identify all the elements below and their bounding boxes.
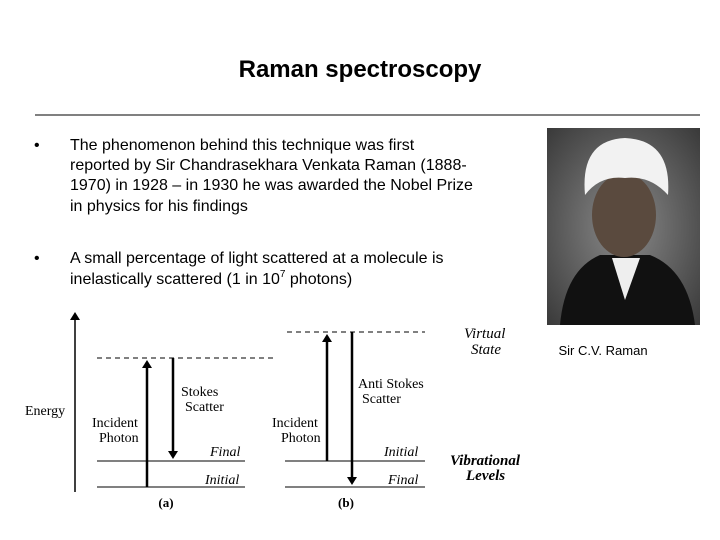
superscript: 7	[280, 269, 286, 280]
label: Incident	[272, 416, 318, 431]
panel-caption: (a)	[158, 495, 173, 510]
virtual-state-label: Virtual	[464, 326, 505, 342]
virtual-state-label: State	[471, 342, 501, 358]
text-run: inelastically scattered (1 in 10	[70, 271, 280, 288]
bullet-marker: •	[34, 250, 40, 267]
panel-caption: (b)	[338, 495, 354, 510]
bullet-line: in physics for his findings	[70, 198, 248, 215]
label: Stokes	[181, 385, 218, 400]
level-label: Initial	[204, 473, 239, 488]
bullet-line: The phenomenon behind this technique was…	[70, 137, 415, 154]
label: Photon	[99, 431, 139, 446]
level-label: Initial	[383, 445, 418, 460]
vibrational-label: Vibrational	[450, 453, 521, 469]
vibrational-label: Levels	[465, 468, 505, 484]
level-label: Final	[209, 445, 240, 460]
face	[592, 173, 656, 257]
bullet-line: A small percentage of light scattered at…	[70, 250, 444, 267]
diagram-lines	[70, 312, 425, 492]
label: Anti Stokes	[358, 377, 424, 392]
label: Incident	[92, 416, 138, 431]
bullet-line: 1970) in 1928 – in 1930 he was awarded t…	[70, 177, 473, 194]
level-label: Final	[387, 473, 418, 488]
title: Raman spectroscopy	[239, 56, 482, 83]
bullet-line: inelastically scattered (1 in 107 photon…	[70, 269, 352, 288]
turban	[584, 138, 669, 195]
label: Photon	[281, 431, 321, 446]
collar	[612, 258, 640, 300]
bullet-marker: •	[34, 137, 40, 154]
portrait	[547, 128, 700, 325]
diagram-labels: Energy Incident Photon Stokes Scatter Fi…	[25, 326, 521, 510]
photo-caption: Sir C.V. Raman	[558, 343, 647, 358]
bullet-line: reported by Sir Chandrasekhara Venkata R…	[70, 157, 467, 174]
label: Scatter	[185, 400, 224, 415]
text-run: photons)	[285, 271, 352, 288]
energy-label: Energy	[25, 404, 65, 419]
bullets: • The phenomenon behind this technique w…	[34, 137, 473, 288]
label: Scatter	[362, 392, 401, 407]
